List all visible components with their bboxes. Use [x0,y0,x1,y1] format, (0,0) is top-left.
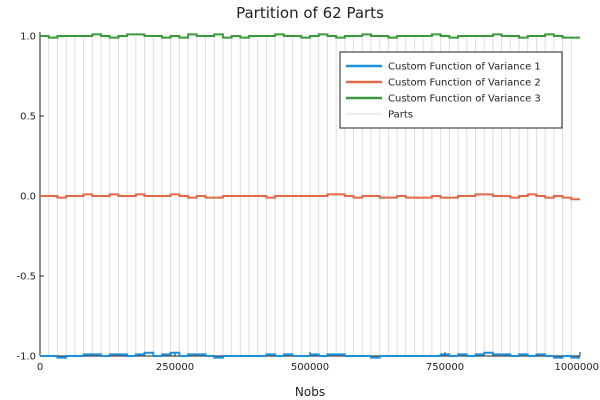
y-tick-label: 0.0 [20,192,36,203]
y-tick-label: 1.0 [20,32,36,43]
series-line [40,33,580,39]
x-axis-title: Nobs [295,385,325,399]
legend-box [339,51,563,129]
legend-entry: Parts [388,110,413,121]
x-tick-label: 250000 [156,362,194,373]
legend-entry: Custom Function of Variance 2 [388,78,541,89]
series-line [40,351,580,359]
series-layer [40,33,580,359]
x-tick-label: 1000000 [554,362,599,373]
series-line [40,193,580,201]
chart-title: Partition of 62 Parts [236,4,384,22]
y-tick-label: -0.5 [16,272,36,283]
legend-entry: Custom Function of Variance 3 [388,94,541,105]
x-tick-label: 500000 [291,362,329,373]
legend-entry: Custom Function of Variance 1 [388,62,541,73]
y-tick-label: 0.5 [20,112,36,123]
legend: Custom Function of Variance 1 Custom Func… [339,51,563,129]
y-tick-label: -1.0 [16,352,36,363]
x-tick-label: 750000 [426,362,464,373]
x-tick-label: 0 [37,362,43,373]
